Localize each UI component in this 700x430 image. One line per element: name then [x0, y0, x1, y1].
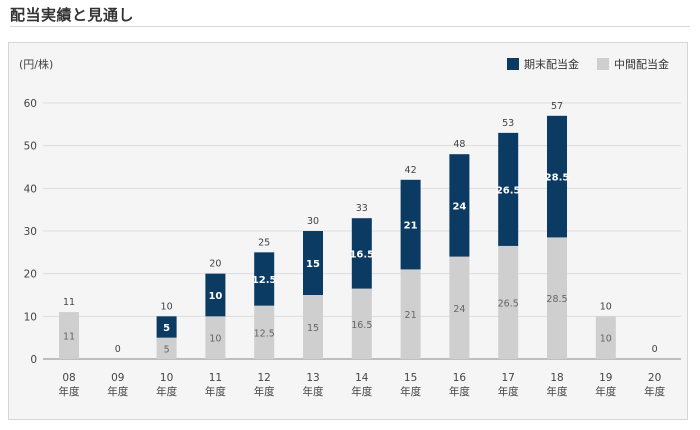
x-tick-label-year: 18: [550, 372, 563, 384]
legend-label: 中間配当金: [614, 57, 669, 71]
x-tick-label-year: 16: [453, 372, 467, 384]
x-axis-labels: 08年度09年度10年度11年度12年度13年度14年度15年度16年度17年度…: [59, 372, 666, 398]
bar-interim: [254, 305, 275, 359]
x-tick-label-unit: 年度: [449, 385, 470, 398]
bar-interim-value-label: 12.5: [254, 328, 275, 339]
bar-final-value-label: 24: [452, 201, 466, 212]
bar-interim-value-label: 15: [307, 323, 319, 334]
bar-total-label: 10: [161, 301, 173, 312]
bar-total-label: 20: [209, 259, 221, 270]
bar-final-value-label: 10: [208, 291, 222, 302]
bar-interim: [59, 312, 79, 359]
x-tick-label-unit: 年度: [205, 385, 226, 398]
y-tick-label: 50: [24, 141, 37, 153]
bar-interim-value-label: 16.5: [351, 320, 372, 331]
x-tick-label-unit: 年度: [254, 385, 275, 398]
bar-total-label: 0: [652, 344, 658, 355]
y-tick-label: 20: [24, 269, 37, 281]
x-tick-label-unit: 年度: [595, 385, 616, 398]
bar-final-value-label: 5: [163, 323, 170, 334]
legend: 期末配当金 中間配当金: [507, 57, 669, 71]
bar-interim-value-label: 11: [63, 332, 75, 343]
x-tick-label-year: 15: [404, 372, 417, 384]
bar-final: [400, 179, 421, 270]
bar-final-value-label: 26.5: [496, 185, 521, 196]
bar-final: [547, 115, 567, 238]
x-tick-label-year: 17: [502, 372, 515, 384]
bar-total-label: 57: [551, 101, 563, 112]
x-tick-label-year: 20: [648, 372, 661, 384]
bar-interim: [449, 256, 470, 359]
bar-total-label: 11: [63, 297, 75, 308]
x-tick-label-year: 09: [111, 372, 124, 384]
bar-interim: [400, 269, 421, 359]
x-tick-label-unit: 年度: [107, 385, 128, 398]
bar-total-label: 25: [258, 237, 270, 248]
bar-total-label: 0: [115, 344, 121, 355]
bar-interim-value-label: 26.5: [498, 298, 519, 309]
x-tick-label-year: 13: [306, 372, 319, 384]
legend-swatch: [507, 58, 519, 70]
bar-final-value-label: 12.5: [252, 275, 277, 286]
bar-interim: [205, 316, 226, 359]
y-axis-unit-label: (円/株): [19, 57, 53, 71]
bar-final-value-label: 28.5: [545, 173, 570, 184]
bar-total-label: 53: [502, 118, 514, 129]
bar-final-value-label: 15: [306, 259, 320, 270]
x-tick-label-unit: 年度: [644, 385, 665, 398]
x-tick-label-year: 14: [355, 372, 369, 384]
bar-interim: [547, 237, 567, 359]
bar-final: [351, 218, 372, 289]
bar-interim: [156, 337, 177, 359]
x-tick-label-year: 08: [62, 372, 75, 384]
page-title: 配当実績と見通し: [10, 6, 135, 24]
bar-final: [498, 132, 519, 246]
x-tick-label-year: 10: [160, 372, 173, 384]
y-tick-label: 0: [30, 354, 37, 366]
bars: 11 11 0 5 5 10 10 10 20 12.5 12.5 25 15 15 30 16.5 16.5 3…: [59, 101, 658, 359]
x-tick-label-unit: 年度: [156, 385, 177, 398]
bar-final: [449, 154, 470, 257]
dividend-chart-panel: (円/株) 期末配当金 中間配当金 0 10 20 30 40 50 60 11 11 0 5 5 10…: [8, 42, 688, 420]
x-tick-label-year: 11: [209, 372, 222, 384]
bar-total-label: 30: [307, 216, 319, 227]
bar-interim: [303, 295, 323, 359]
y-axis-ticks: 0 10 20 30 40 50 60: [24, 98, 37, 366]
x-tick-label-unit: 年度: [303, 385, 324, 398]
bar-final: [205, 273, 226, 317]
x-tick-label-year: 19: [599, 372, 612, 384]
dividend-chart: (円/株) 期末配当金 中間配当金 0 10 20 30 40 50 60 11 11 0 5 5 10…: [19, 57, 681, 398]
bar-interim: [351, 288, 372, 359]
bar-total-label: 33: [356, 203, 368, 214]
x-tick-label-year: 12: [258, 372, 271, 384]
legend-swatch: [597, 58, 609, 70]
y-tick-label: 10: [24, 311, 37, 323]
y-tick-label: 30: [24, 226, 37, 238]
legend-label: 期末配当金: [524, 57, 579, 71]
bar-interim-value-label: 21: [405, 310, 417, 321]
bar-final-value-label: 21: [404, 221, 418, 232]
y-tick-label: 60: [24, 98, 37, 110]
title-divider: [10, 26, 690, 27]
x-tick-label-unit: 年度: [59, 385, 80, 398]
x-tick-label-unit: 年度: [547, 385, 568, 398]
bar-total-label: 42: [405, 165, 417, 176]
bar-total-label: 48: [453, 139, 465, 150]
bar-interim-value-label: 28.5: [546, 294, 567, 305]
x-tick-label-unit: 年度: [498, 385, 519, 398]
bar-total-label: 10: [600, 301, 612, 312]
bar-final-value-label: 16.5: [349, 249, 374, 260]
bar-final: [303, 231, 323, 295]
bar-interim-value-label: 5: [164, 344, 170, 355]
bar-final: [254, 252, 275, 306]
x-tick-label-unit: 年度: [400, 385, 421, 398]
bar-interim-value-label: 10: [209, 334, 221, 345]
bar-interim-value-label: 24: [453, 304, 465, 315]
y-tick-label: 40: [24, 183, 37, 195]
bar-final: [156, 316, 177, 338]
bar-interim: [595, 316, 616, 359]
bar-interim: [498, 245, 519, 359]
x-tick-label-unit: 年度: [351, 385, 372, 398]
bar-interim-value-label: 10: [600, 334, 612, 345]
